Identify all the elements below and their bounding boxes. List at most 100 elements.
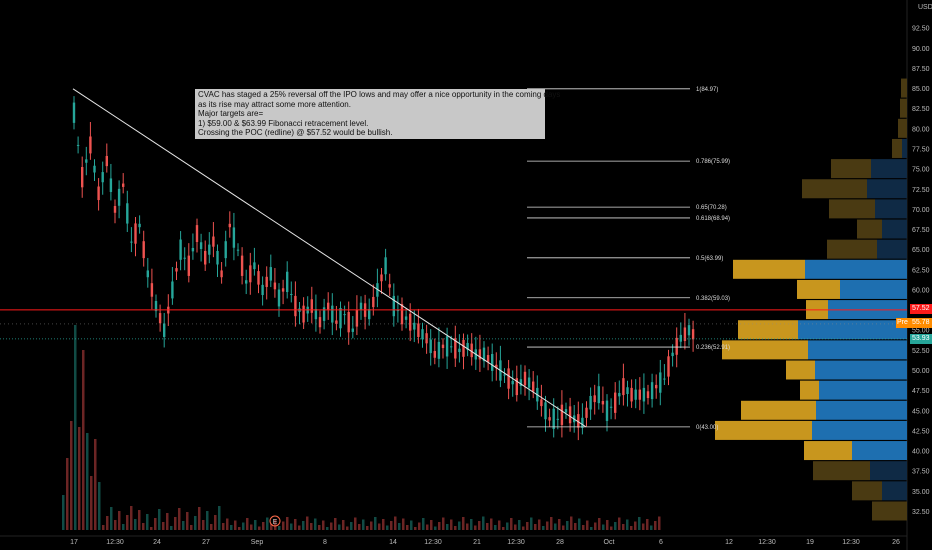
- candle-body: [605, 400, 609, 421]
- volume-bar: [518, 520, 521, 530]
- volume-bar: [470, 519, 473, 530]
- time-tick-label: 12:30: [106, 539, 124, 546]
- price-tick-label: 75.00: [912, 167, 930, 174]
- candle-body: [560, 404, 564, 425]
- time-tick-label: 17: [70, 539, 78, 546]
- candle-body: [466, 342, 469, 350]
- candle-body: [277, 289, 281, 307]
- volume-bar: [598, 518, 601, 530]
- volume-bar: [326, 527, 329, 530]
- candle-body: [97, 186, 100, 201]
- candle-body: [454, 338, 457, 359]
- volume-bar: [654, 521, 657, 530]
- candle-body: [683, 327, 687, 342]
- volume-bar: [306, 516, 309, 530]
- volume-bar: [322, 520, 325, 530]
- volume-bar: [246, 518, 249, 530]
- time-tick-label: 26: [892, 539, 900, 546]
- price-tick-label: 50.00: [912, 368, 930, 375]
- candle-body: [347, 312, 350, 333]
- volume-bar: [638, 517, 641, 530]
- candle-body: [462, 339, 465, 357]
- volume-bar: [414, 527, 417, 530]
- volume-bar: [146, 514, 149, 530]
- candle-body: [273, 282, 277, 290]
- time-tick-label: 12: [725, 539, 733, 546]
- volume-bar: [442, 517, 445, 530]
- fib-level-label: 0.618(68.94): [696, 216, 730, 222]
- volume-bar: [270, 524, 273, 530]
- time-tick-label: Sep: [251, 539, 264, 546]
- volume-profile-bar-up: [882, 219, 907, 239]
- annotation-note[interactable]: CVAC has staged a 25% reversal off the I…: [195, 89, 561, 139]
- volume-bar: [422, 518, 425, 530]
- volume-profile-bar-down: [813, 461, 870, 481]
- candle-body: [290, 293, 293, 295]
- volume-bar: [118, 511, 121, 530]
- price-tick-label: 80.00: [912, 126, 930, 133]
- candle-body: [577, 414, 580, 428]
- price-tick-label: 85.00: [912, 86, 930, 93]
- note-line: CVAC has staged a 25% reversal off the I…: [198, 90, 561, 99]
- volume-bar: [382, 519, 385, 530]
- candle-body: [122, 183, 125, 187]
- note-line: Crossing the POC (redline) @ $57.52 woul…: [198, 128, 393, 137]
- volume-bar: [494, 525, 497, 530]
- volume-bar: [526, 522, 529, 530]
- candle-body: [429, 339, 432, 354]
- candle-body: [163, 323, 166, 337]
- volume-profile-bar-down: [901, 78, 907, 98]
- candle-body: [626, 387, 629, 395]
- volume-profile-bar-up: [819, 380, 907, 400]
- candle-body: [384, 257, 387, 275]
- volume-profile-bar-up: [867, 179, 907, 199]
- candle-body: [458, 348, 461, 353]
- volume-bar: [70, 421, 73, 530]
- volume-bar: [586, 520, 589, 530]
- candle-body: [392, 295, 395, 317]
- volume-bar: [614, 522, 617, 530]
- candle-body: [105, 155, 108, 167]
- price-tick-label: 32.50: [912, 509, 930, 516]
- candle-body: [286, 271, 289, 293]
- volume-bar: [374, 517, 377, 530]
- volume-bar: [370, 521, 373, 530]
- volume-bar: [490, 518, 493, 530]
- trendline: [72, 88, 587, 428]
- volume-bar: [178, 508, 181, 530]
- candle-body: [339, 307, 342, 329]
- volume-profile-bar-down: [802, 179, 867, 199]
- candle-body: [556, 418, 559, 420]
- volume-profile-bar-down: [852, 481, 882, 501]
- candle-body: [126, 203, 129, 224]
- volume-bar: [234, 520, 237, 530]
- time-tick-label: 27: [202, 539, 210, 546]
- volume-bar: [130, 506, 133, 530]
- candle-body: [527, 377, 531, 388]
- volume-bar: [474, 525, 477, 530]
- volume-profile-bar-up: [882, 481, 907, 501]
- candle-body: [294, 295, 297, 317]
- candle-body: [85, 159, 88, 163]
- volume-bar: [458, 521, 461, 530]
- volume-bar: [66, 458, 69, 530]
- price-tick-label: 87.50: [912, 66, 930, 73]
- candle-body: [663, 378, 666, 380]
- candle-body: [618, 392, 621, 397]
- volume-profile-bar-down: [829, 199, 875, 219]
- fib-level-label: 0.382(59.03): [696, 296, 730, 302]
- candle-body: [601, 401, 605, 405]
- candle-body: [216, 250, 219, 265]
- candle-body: [76, 144, 80, 146]
- candle-body: [675, 337, 678, 355]
- candle-body: [314, 309, 318, 320]
- volume-bar: [162, 522, 165, 530]
- volume-bar: [86, 433, 89, 530]
- volume-bar: [542, 526, 545, 530]
- candle-body: [204, 250, 207, 265]
- candle-body: [650, 382, 654, 400]
- note-line: 1) $59.00 & $63.99 Fibonacci retracement…: [198, 118, 369, 128]
- volume-bar: [550, 517, 553, 530]
- candle-body: [269, 267, 272, 281]
